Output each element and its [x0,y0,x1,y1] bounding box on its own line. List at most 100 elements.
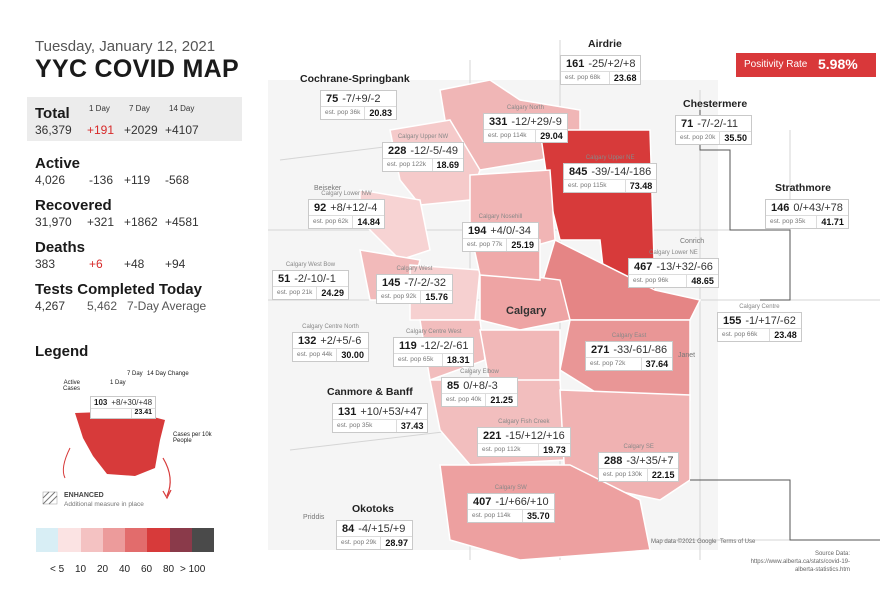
scale-swatch-3 [102,528,125,552]
stat-deaths-1day: +6 [89,257,103,271]
region-name: Calgary Lower NE [649,250,698,256]
region-pop: est. pop 20k [680,134,716,141]
region-pop: est. pop 130k [603,471,643,478]
region-changes: -25/+2/+8 [588,58,636,70]
stat-total-14day: +4107 [165,123,199,137]
stat-recovered-1day: +321 [87,215,115,229]
map-place-conrich: Conrich [680,238,705,245]
legend-14day-label: 14 Day Change [147,371,189,377]
scale-label-20: 20 [97,564,109,575]
region-name: Calgary West Bow [285,262,336,268]
district-calgary-centre [479,269,571,331]
region-rate: 20.83 [364,107,396,119]
region-cases: 161 [566,58,585,70]
region-pop: est. pop 72k [590,360,626,367]
region-box-calgary-elbow: Calgary Elbow 85 0/+8/-3 est. pop 40k 21.25 [441,369,518,407]
region-box-calgary-centre-west: Calgary Centre West 119 -12/-2/-61 est. pop… [393,329,475,367]
region-pop: est. pop 112k [482,446,521,453]
legend-arrow-left [62,447,71,479]
stat-total-value: 36,379 [35,123,72,137]
region-changes: -3/+35/+7 [626,455,674,467]
region-changes: -13/+32/-66 [656,261,713,273]
region-rate: 15.76 [420,291,452,303]
stat-active-14day: -568 [165,173,190,187]
region-box-calgary-upper-nw: Calgary Upper NW 228 -12/-5/-49 est. pop 12… [382,134,465,172]
region-pop: est. pop 115k [568,182,607,189]
map-terms-link[interactable]: Terms of Use [720,539,756,545]
stat-total-1day: +191 [87,123,115,137]
positivity-value: 5.98% [818,56,858,72]
region-pop: est. pop 77k [467,241,503,248]
region-rate: 28.97 [380,537,412,549]
region-box-calgary-fish-creek: Calgary Fish Creek 221 -15/+12/+16 est. pop… [477,419,571,457]
scale-swatch-7 [191,528,214,552]
stat-deaths-value: 383 [35,257,56,271]
region-changes: -7/-2/-11 [697,118,739,130]
stat-active-1day: -136 [89,173,114,187]
region-rate: 29.04 [535,130,567,142]
region-rate: 48.65 [686,275,718,287]
region-rate: 14.84 [352,216,384,228]
region-cases: 132 [298,335,317,347]
region-rate: 35.70 [522,510,554,522]
region-changes: -15/+12/+16 [505,430,565,442]
legend-cases-per-label: Cases per 10k People [173,432,212,444]
map-place-janet: Janet [678,352,696,359]
stat-total-label: Total [35,105,70,122]
region-box-cochrane: 75 -7/+9/-2 est. pop 36k 20.83 [320,90,397,120]
legend-sample-rate: 23.41 [130,409,156,418]
region-label-cochrane: Cochrane-Springbank [300,73,410,85]
region-pop: est. pop 114k [472,512,511,519]
total-highlight [27,97,242,141]
legend-arrow-right [162,457,171,497]
region-box-calgary-east: Calgary East 271 -33/-61/-86 est. pop 72k 37… [585,333,674,371]
scale-label-40: 40 [119,564,131,575]
region-changes: 0/+43/+78 [793,202,843,214]
region-rate: 19.73 [538,444,570,456]
region-changes: -12/+29/-9 [511,116,562,128]
enhanced-pattern-icon [42,491,58,505]
region-name: Calgary Elbow [460,369,499,375]
region-box-calgary-se: Calgary SE 288 -3/+35/+7 est. pop 130k 22.15 [598,444,680,482]
source-url[interactable]: https://www.alberta.ca/stats/covid-19-al… [750,559,850,573]
region-changes: 0/+8/-3 [463,380,498,392]
region-cases: 145 [382,277,401,289]
region-cases: 75 [326,93,339,105]
stat-tests-avg-label: 7-Day Average [127,299,207,313]
legend-enhanced-label: ENHANCED [64,492,104,499]
positivity-rate-badge: Positivity Rate 5.98% [736,53,876,77]
region-cases: 155 [723,315,742,327]
region-changes: -2/-10/-1 [294,273,336,285]
region-label-okotoks: Okotoks [352,503,395,515]
stat-tests-label: Tests Completed Today [35,281,202,298]
region-pop: est. pop 65k [398,356,434,363]
scale-label-5: < 5 [50,564,65,575]
region-rate: 25.19 [506,239,538,251]
region-rate: 37.64 [640,358,673,370]
region-rate: 18.31 [441,354,474,366]
region-rate: 37.43 [395,420,428,432]
scale-swatch-2 [80,528,103,552]
stat-deaths-14day: +94 [165,257,186,271]
region-rate: 41.71 [816,216,848,228]
scale-label-100: > 100 [180,564,206,575]
region-pop: est. pop 122k [387,161,427,168]
region-pop: est. pop 44k [297,351,333,358]
region-box-calgary-sw: Calgary SW 407 -1/+66/+10 est. pop 114k 35.7… [467,485,555,523]
region-changes: -7/-2/-32 [404,277,446,289]
region-cases: 51 [278,273,291,285]
map-credit: Map data ©2021 Google [651,539,717,545]
region-pop: est. pop 66k [722,331,758,338]
region-rate: 23.48 [769,329,801,341]
region-pop: est. pop 40k [446,396,482,403]
region-box-calgary-upper-ne: Calgary Upper NE 845 -39/-14/-186 est. pop … [563,155,658,193]
region-box-calgary-north: Calgary North 331 -12/+29/-9 est. pop 114k 2… [483,105,568,143]
region-changes: -39/-14/-186 [591,166,652,178]
stat-active-label: Active [35,155,81,172]
stat-recovered-label: Recovered [35,197,112,214]
region-cases: 119 [399,340,417,352]
region-rate: 73.48 [624,180,657,192]
region-box-calgary-lower-nw: Calgary Lower NW 92 +8/+12/-4 est. pop 62k 1… [308,191,385,229]
legend-1day-label: 1 Day [110,380,126,386]
scale-label-10: 10 [75,564,87,575]
